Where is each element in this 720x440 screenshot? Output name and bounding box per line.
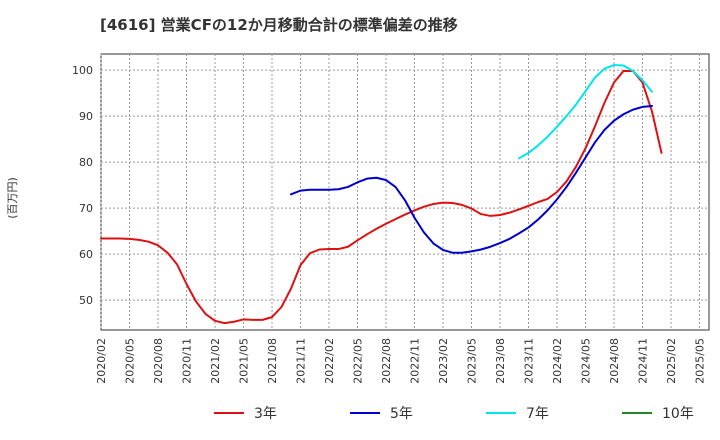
- series-line: [518, 64, 653, 160]
- x-tick-label: 2024/02: [551, 338, 564, 384]
- x-tick-label: 2023/08: [494, 338, 507, 384]
- legend: 3年 5年 7年 10年: [214, 406, 694, 422]
- x-tick-label: 2021/05: [238, 338, 251, 384]
- y-tick-label: 60: [79, 248, 93, 261]
- x-tick-label: 2020/05: [124, 338, 137, 384]
- x-tick-label: 2022/08: [380, 338, 393, 384]
- chart-title: [4616] 営業CFの12か月移動合計の標準偏差の推移: [100, 16, 458, 34]
- y-tick-label: 90: [79, 110, 93, 123]
- y-axis-label: (百万円): [6, 177, 19, 219]
- grid: [100, 54, 709, 330]
- y-axis: 50 60 70 80 90 100: [72, 64, 93, 307]
- x-tick-label: 2021/11: [295, 338, 308, 384]
- x-tick-label: 2025/02: [665, 338, 678, 384]
- x-tick-label: 2022/02: [323, 338, 336, 384]
- legend-label: 10年: [662, 406, 694, 422]
- y-tick-label: 80: [79, 156, 93, 169]
- x-axis: 2020/02 2020/05 2020/08 2020/11 2021/02 2021/…: [95, 338, 707, 384]
- x-tick-label: 2021/08: [266, 338, 279, 384]
- x-tick-label: 2023/11: [523, 338, 536, 384]
- series-line: [100, 70, 663, 325]
- x-tick-label: 2020/08: [152, 338, 165, 384]
- x-tick-label: 2020/02: [95, 338, 108, 384]
- x-tick-label: 2021/02: [209, 338, 222, 384]
- x-tick-label: 2024/05: [580, 338, 593, 384]
- series-line: [290, 104, 653, 254]
- legend-label: 3年: [254, 406, 277, 422]
- legend-label: 7年: [526, 406, 549, 422]
- series: [100, 64, 663, 325]
- y-tick-label: 70: [79, 202, 93, 215]
- x-tick-label: 2024/11: [637, 338, 650, 384]
- x-tick-label: 2025/05: [694, 338, 707, 384]
- plot-area: [100, 53, 710, 331]
- x-tick-label: 2022/05: [352, 338, 365, 384]
- x-tick-label: 2024/08: [608, 338, 621, 384]
- y-tick-label: 50: [79, 294, 93, 307]
- legend-label: 5年: [390, 406, 413, 422]
- x-tick-label: 2023/02: [437, 338, 450, 384]
- x-tick-label: 2020/11: [181, 338, 194, 384]
- x-tick-label: 2023/05: [466, 338, 479, 384]
- x-tick-label: 2022/11: [409, 338, 422, 384]
- y-tick-label: 100: [72, 64, 93, 77]
